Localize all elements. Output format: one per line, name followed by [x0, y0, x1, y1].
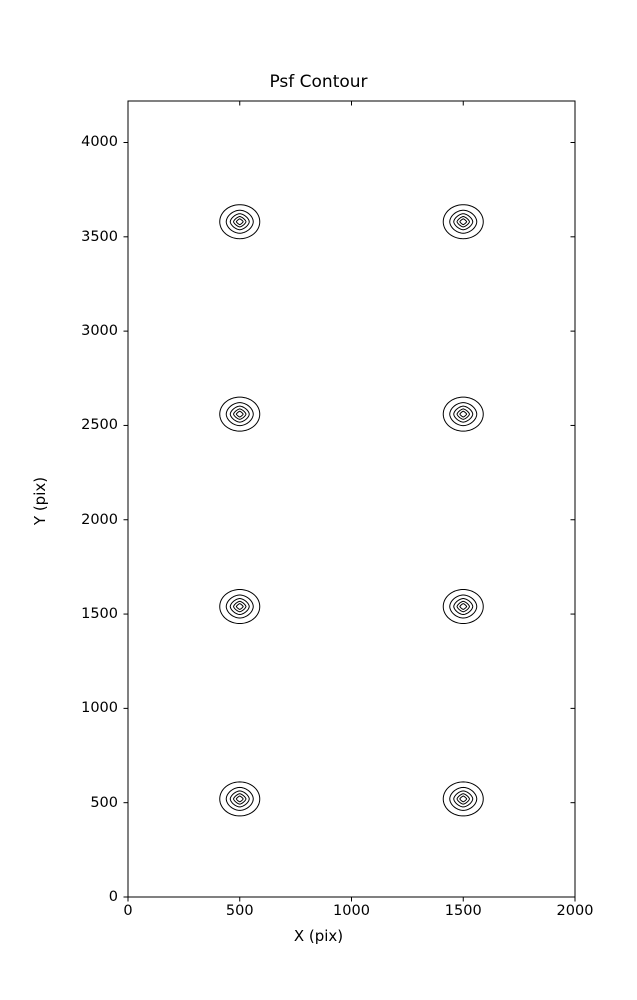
y-tick-label: 3000 — [81, 323, 118, 340]
axes-frame — [127, 100, 576, 898]
psf-contour-blob — [442, 204, 484, 240]
y-tick-label: 2000 — [81, 511, 118, 528]
x-tick-label: 500 — [225, 903, 254, 919]
y-axis-label: Y (pix) — [31, 476, 49, 526]
y-tick-label: 4000 — [81, 134, 118, 151]
y-tick-label: 1500 — [81, 606, 118, 623]
y-tick-label: 0 — [108, 889, 118, 905]
psf-contour-blob — [219, 204, 261, 240]
y-tick-label: 2500 — [81, 417, 118, 434]
x-tick-label: 0 — [123, 903, 133, 919]
y-tick-label: 3500 — [81, 228, 118, 245]
x-tick-label: 1500 — [444, 903, 482, 919]
chart-title: Psf Contour — [269, 72, 368, 92]
y-tick-label: 500 — [90, 794, 118, 811]
y-tick-label: 1000 — [81, 700, 118, 717]
psf-contour-blob — [219, 589, 261, 625]
x-tick-label: 1000 — [333, 903, 370, 919]
psf-contour-blob — [219, 396, 261, 432]
contour-series — [219, 204, 484, 817]
x-axis-label: X (pix) — [293, 927, 344, 945]
psf-contour-blob — [442, 781, 484, 817]
x-tick-label: 2000 — [556, 903, 594, 919]
axis-ticks — [123, 101, 576, 902]
psf-contour-blob — [219, 781, 261, 817]
psf-contour-blob — [442, 396, 484, 432]
psf-contour-blob — [442, 589, 484, 625]
